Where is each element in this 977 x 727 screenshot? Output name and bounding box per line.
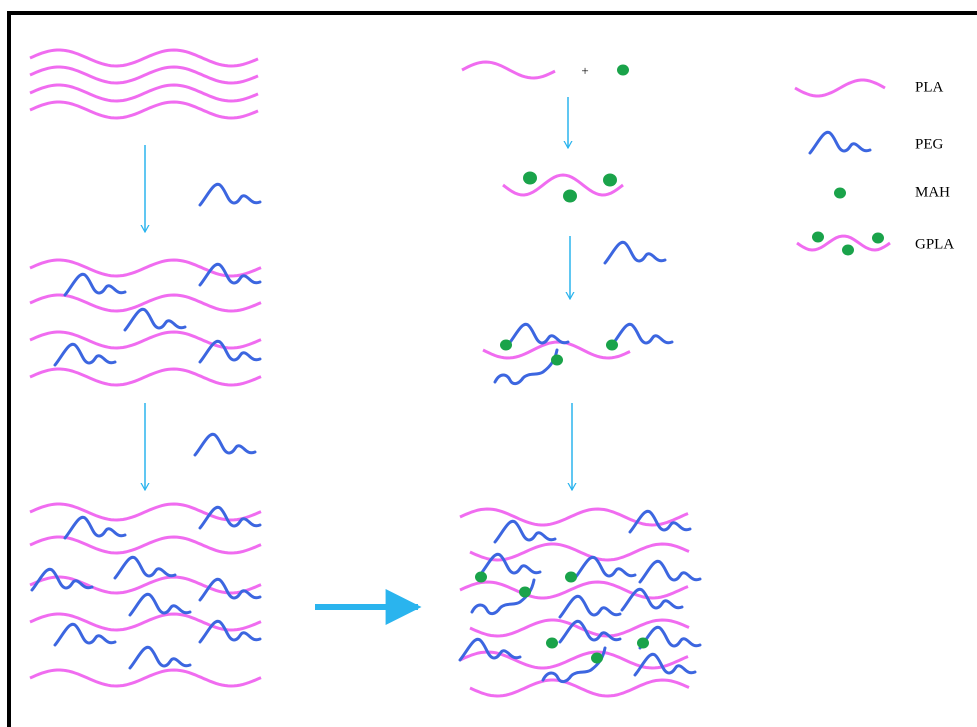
mah-dot	[523, 171, 537, 185]
pla-chain	[29, 668, 262, 688]
mah-dot	[617, 64, 629, 76]
pla-chain	[482, 340, 631, 360]
pla-chain	[29, 612, 262, 632]
peg-chain	[558, 594, 622, 619]
pla-chain	[502, 173, 624, 197]
mah-dot	[546, 637, 558, 649]
peg-chain	[123, 307, 187, 332]
peg-chain	[633, 652, 697, 677]
mah-dot	[834, 187, 846, 199]
peg-chain	[113, 555, 177, 580]
peg-chain	[493, 519, 557, 544]
peg-chain	[638, 559, 702, 584]
pla-chain	[29, 83, 259, 103]
mah-dot	[519, 586, 531, 598]
peg-chain	[128, 592, 192, 617]
peg-chain	[53, 622, 117, 647]
mah-dot	[565, 571, 577, 583]
pla-chain	[459, 507, 689, 527]
peg-chain	[558, 619, 622, 644]
mah-dot	[872, 232, 884, 244]
legend-label: PEG	[915, 136, 944, 152]
legend-label: PLA	[915, 79, 944, 95]
peg-chain	[198, 182, 262, 207]
peg-chain	[128, 645, 192, 670]
pla-chain	[29, 100, 259, 120]
plus-sign: +	[581, 63, 588, 78]
peg-chain	[638, 625, 702, 650]
peg-chain	[541, 646, 607, 684]
mah-dot	[563, 189, 577, 203]
peg-chain	[193, 432, 257, 457]
pla-chain	[461, 60, 556, 80]
pla-chain	[29, 535, 262, 555]
mah-dot	[475, 571, 487, 583]
peg-chain	[63, 515, 127, 540]
mah-dot	[606, 339, 618, 351]
pla-chain	[459, 580, 689, 600]
pla-chain	[29, 293, 262, 313]
legend-label: MAH	[915, 184, 950, 200]
pla-chain	[796, 234, 891, 252]
peg-chain	[573, 555, 637, 580]
peg-chain	[808, 130, 872, 155]
pla-chain	[469, 618, 690, 638]
peg-chain	[603, 240, 667, 265]
shapes	[29, 48, 891, 698]
peg-chain	[628, 509, 692, 534]
pla-chain	[469, 678, 690, 698]
peg-chain	[458, 637, 522, 662]
peg-chain	[198, 339, 262, 364]
mah-dot	[603, 173, 617, 187]
mah-dot	[842, 244, 854, 256]
pla-chain	[469, 542, 690, 562]
pla-chain	[29, 502, 262, 522]
pla-chain	[29, 65, 259, 85]
pla-chain	[29, 258, 262, 278]
peg-chain	[478, 552, 542, 577]
mah-dot	[551, 354, 563, 366]
peg-chain	[620, 587, 684, 612]
peg-chain	[198, 577, 262, 602]
peg-chain	[493, 348, 559, 386]
mah-dot	[591, 652, 603, 664]
pla-chain	[29, 330, 262, 350]
mah-dot	[637, 637, 649, 649]
pla-chain	[29, 367, 262, 387]
peg-chain	[63, 272, 127, 297]
peg-chain	[506, 322, 570, 347]
pla-chain	[29, 48, 259, 68]
mah-dot	[812, 231, 824, 243]
frame	[7, 11, 977, 727]
peg-chain	[198, 505, 262, 530]
peg-chain	[198, 262, 262, 287]
peg-chain	[30, 567, 94, 592]
pla-chain	[459, 650, 689, 670]
pla-chain	[794, 78, 886, 98]
pla-chain	[29, 575, 262, 595]
peg-chain	[610, 322, 674, 347]
peg-chain	[53, 342, 117, 367]
mah-dot	[500, 339, 512, 351]
legend-label: GPLA	[915, 236, 954, 252]
peg-chain	[198, 619, 262, 644]
